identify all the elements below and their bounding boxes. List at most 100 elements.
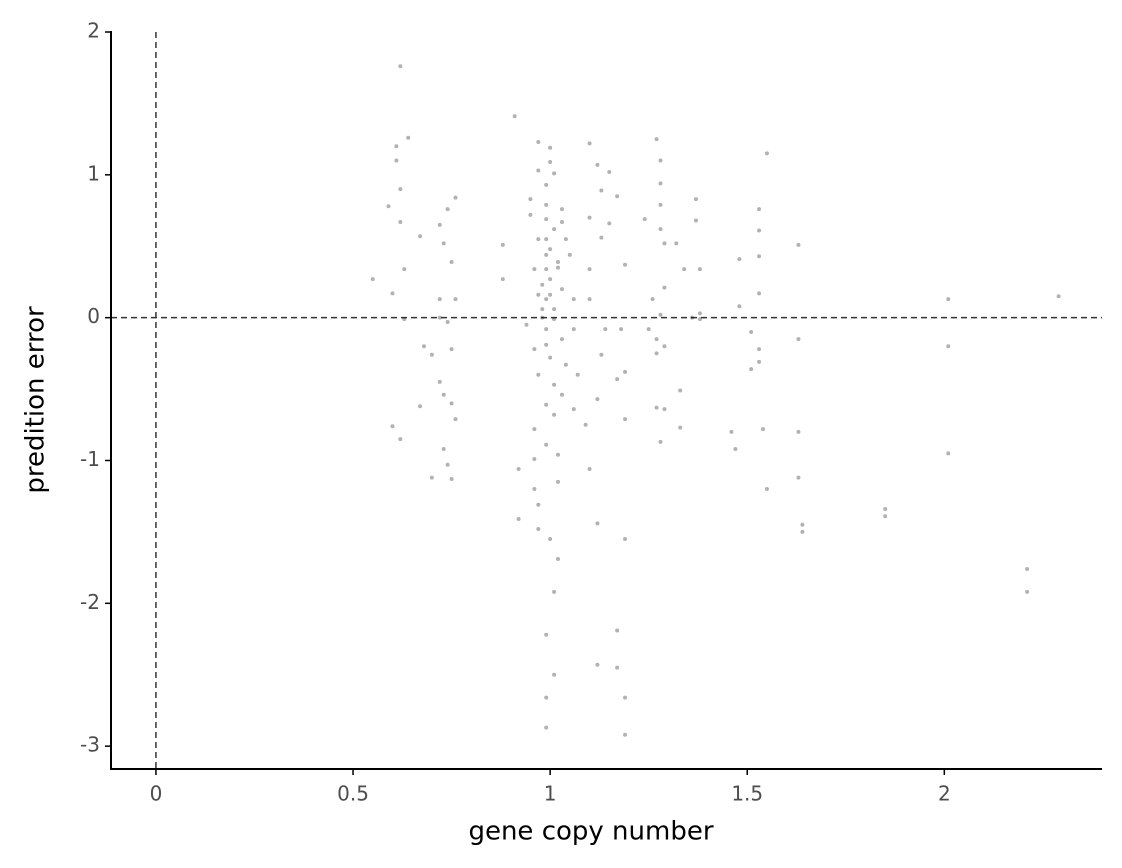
- point: [678, 425, 683, 430]
- point: [449, 477, 454, 482]
- point: [883, 507, 888, 512]
- point: [729, 429, 734, 434]
- y-tick-label: 1: [87, 161, 100, 185]
- point: [544, 442, 549, 447]
- point: [697, 311, 702, 316]
- point: [623, 369, 628, 374]
- point: [548, 159, 553, 164]
- point: [567, 252, 572, 257]
- point: [548, 355, 553, 360]
- point: [682, 267, 687, 272]
- point: [599, 352, 604, 357]
- point: [429, 352, 434, 357]
- point: [449, 347, 454, 352]
- point: [512, 114, 517, 119]
- point: [449, 401, 454, 406]
- point: [603, 327, 608, 332]
- point: [749, 329, 754, 334]
- point: [654, 405, 659, 410]
- point: [552, 382, 557, 387]
- point: [532, 267, 537, 272]
- point: [658, 227, 663, 232]
- y-tick-label: -3: [80, 733, 100, 757]
- point: [536, 372, 541, 377]
- point: [528, 212, 533, 217]
- point: [536, 168, 541, 173]
- point: [623, 537, 628, 542]
- point: [571, 297, 576, 302]
- point: [749, 367, 754, 372]
- point: [733, 447, 738, 452]
- point: [757, 228, 762, 233]
- point: [441, 241, 446, 246]
- point: [678, 388, 683, 393]
- point: [796, 475, 801, 480]
- point: [800, 522, 805, 527]
- point: [757, 347, 762, 352]
- point: [406, 135, 411, 140]
- point: [540, 282, 545, 287]
- point: [615, 665, 620, 670]
- point: [658, 181, 663, 186]
- point: [556, 479, 561, 484]
- point: [370, 277, 375, 282]
- point: [662, 407, 667, 412]
- point: [757, 291, 762, 296]
- point: [552, 672, 557, 677]
- y-tick-label: 2: [87, 19, 100, 43]
- point: [757, 254, 762, 259]
- point: [563, 237, 568, 242]
- point: [583, 422, 588, 427]
- point: [544, 252, 549, 257]
- point: [757, 359, 762, 364]
- point: [796, 337, 801, 342]
- point: [697, 267, 702, 272]
- point: [552, 307, 557, 312]
- point: [575, 372, 580, 377]
- point: [390, 424, 395, 429]
- point: [453, 195, 458, 200]
- point: [599, 235, 604, 240]
- point: [693, 218, 698, 223]
- point: [559, 219, 564, 224]
- point: [532, 347, 537, 352]
- point: [559, 207, 564, 212]
- point: [658, 439, 663, 444]
- point: [398, 64, 403, 69]
- point: [548, 537, 553, 542]
- point: [524, 322, 529, 327]
- point: [500, 242, 505, 247]
- point: [607, 169, 612, 174]
- point: [449, 259, 454, 264]
- point: [394, 144, 399, 149]
- point: [552, 412, 557, 417]
- point: [623, 417, 628, 422]
- point: [536, 527, 541, 532]
- y-axis-title: predition error: [21, 306, 51, 494]
- point: [548, 247, 553, 252]
- point: [658, 158, 663, 163]
- point: [623, 732, 628, 737]
- point: [532, 427, 537, 432]
- point: [540, 315, 545, 320]
- x-tick-label: 1: [544, 782, 557, 806]
- point: [1025, 567, 1030, 572]
- point: [587, 297, 592, 302]
- point: [536, 237, 541, 242]
- point: [548, 145, 553, 150]
- point: [544, 202, 549, 207]
- point: [544, 725, 549, 730]
- point: [548, 277, 553, 282]
- point: [544, 182, 549, 187]
- point: [544, 327, 549, 332]
- point: [599, 188, 604, 193]
- x-tick-label: 1.5: [731, 782, 763, 806]
- point: [1056, 294, 1061, 299]
- point: [552, 589, 557, 594]
- point: [402, 317, 407, 322]
- point: [563, 362, 568, 367]
- point: [548, 292, 553, 297]
- point: [536, 139, 541, 144]
- point: [544, 237, 549, 242]
- y-tick-label: -1: [80, 447, 100, 471]
